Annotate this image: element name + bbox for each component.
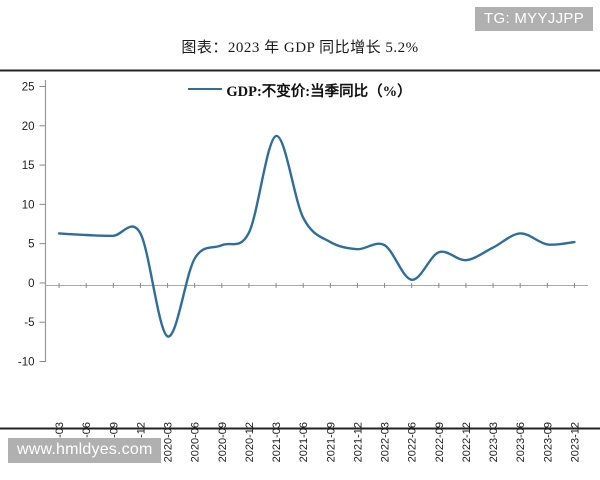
x-tick-label: 2023-09	[542, 422, 554, 462]
x-tick-label: 2022-12	[461, 422, 473, 462]
x-tick-label: 2022-06	[407, 422, 419, 462]
x-tick-label: 2023-06	[515, 422, 527, 462]
x-tick-label: 2020-06	[190, 422, 202, 462]
telegram-watermark-badge: TG: MYYJJPP	[475, 7, 593, 31]
x-tick-label: 2021-12	[352, 422, 364, 462]
x-axis-ticks	[58, 282, 575, 288]
y-tick-label: -10	[18, 357, 35, 369]
x-tick-label: 2020-03	[163, 422, 175, 462]
y-tick-label: 15	[22, 160, 35, 172]
x-tick-label: 2023-03	[488, 422, 500, 462]
chart-title: 图表：2023 年 GDP 同比增长 5.2%	[181, 40, 419, 56]
y-tick-label: -5	[24, 317, 34, 329]
y-axis-ticks	[39, 86, 46, 362]
x-tick-label: 2020-12	[244, 422, 256, 462]
y-tick-label: 5	[28, 239, 34, 251]
x-tick-label: 2021-03	[271, 422, 283, 462]
site-watermark-badge: www.hmldyes.com	[8, 438, 162, 463]
y-tick-label: 0	[28, 278, 34, 290]
x-tick-label: 2023-12	[569, 422, 581, 462]
y-axis-tick-labels: -10 -5 0 5 10 15 20 25	[18, 82, 35, 369]
x-tick-label: 2020-09	[217, 422, 229, 462]
x-tick-label: 2021-09	[325, 422, 337, 462]
y-tick-label: 20	[22, 121, 35, 133]
x-tick-label: 2022-03	[380, 422, 392, 462]
x-tick-label: 2022-09	[434, 422, 446, 462]
y-tick-label: 25	[22, 82, 35, 94]
x-tick-label: 2021-06	[298, 422, 310, 462]
y-tick-label: 10	[22, 199, 35, 211]
gdp-growth-line	[57, 134, 576, 338]
